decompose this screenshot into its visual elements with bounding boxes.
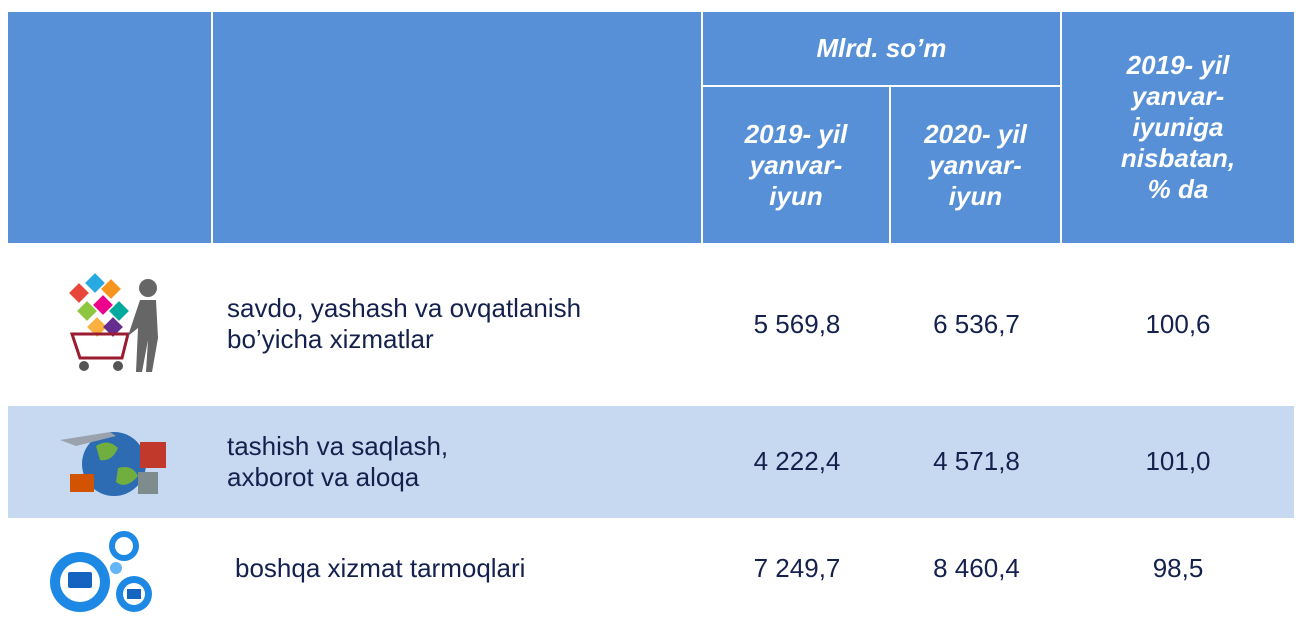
header-line: 2019- yil — [1126, 50, 1230, 80]
row-band — [8, 243, 1294, 405]
header-line: nisbatan, — [1120, 143, 1236, 173]
header-cell: 2019- yil yanvar-iyun — [703, 87, 889, 243]
value-cell: 5 569,8 — [753, 308, 841, 339]
header-cell — [213, 12, 701, 243]
row-band — [8, 518, 1294, 619]
header-cell — [8, 12, 211, 243]
header-cell: 2019- yil yanvar-iyuniga nisbatan,% da — [1062, 12, 1294, 243]
services-icon — [50, 531, 152, 612]
header-line: 2020- yil — [924, 118, 1027, 149]
header-line: yanvar- — [749, 149, 843, 180]
value-cell: 6 536,7 — [933, 308, 1020, 339]
header-group: Mlrd. so’m — [703, 12, 1060, 85]
header-line: iyuniga — [1132, 112, 1224, 142]
header-cell: 2020- yil yanvar-iyun — [891, 87, 1060, 243]
header-line: 2019- yil — [744, 118, 848, 149]
header-line: yanvar- — [929, 149, 1022, 180]
value-cell: 101,0 — [1145, 446, 1211, 476]
value-cell: 4 222,4 — [753, 446, 841, 476]
header-line: yanvar- — [1131, 81, 1225, 111]
value-cell: 100,6 — [1145, 308, 1211, 339]
separator — [8, 404, 1294, 406]
shopping-icon — [69, 273, 158, 372]
value-cell: 98,5 — [1152, 553, 1204, 583]
header-line: iyun — [948, 180, 1003, 211]
row-band — [8, 405, 1294, 518]
header-text: Mlrd. so’m — [816, 33, 947, 63]
row-label: boshqa xizmat tarmoqlari — [235, 553, 526, 583]
value-cell: 8 460,4 — [933, 553, 1020, 583]
header-line: % da — [1147, 174, 1209, 204]
header-line: iyun — [769, 180, 823, 211]
row-label: savdo, yashash va ovqatlanish bo’yicha x… — [227, 293, 582, 354]
row-label: tashish va saqlash, axborot va aloqa — [227, 430, 449, 492]
logistics-icon — [60, 432, 166, 496]
value-cell: 4 571,8 — [933, 446, 1020, 476]
value-cell: 7 249,7 — [753, 553, 841, 583]
